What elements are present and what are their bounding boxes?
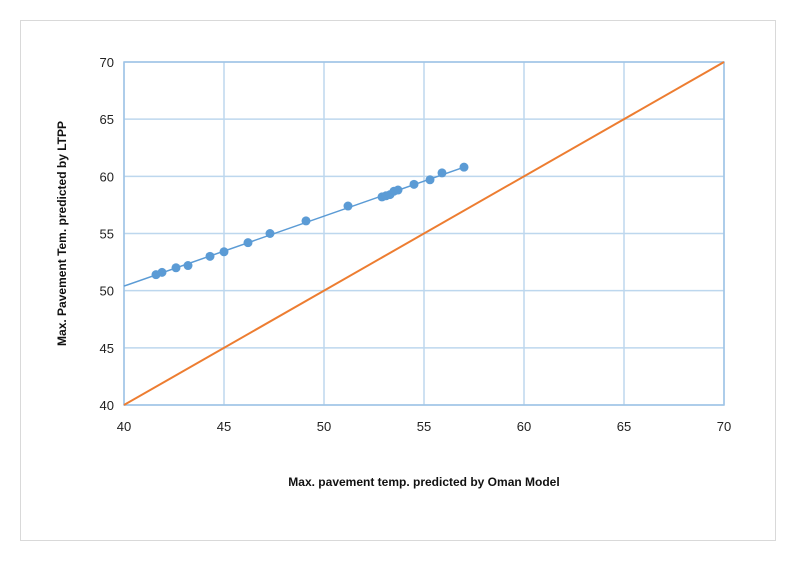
data-point xyxy=(243,238,253,248)
data-point xyxy=(425,175,435,185)
x-tick-label: 45 xyxy=(217,419,231,434)
data-point xyxy=(219,247,229,257)
data-point xyxy=(183,261,193,271)
data-point xyxy=(409,179,419,189)
y-tick-label: 50 xyxy=(100,284,114,299)
data-point xyxy=(171,263,181,273)
trend-line xyxy=(123,166,465,287)
data-point xyxy=(301,216,311,226)
data-point xyxy=(437,168,447,178)
x-tick-label: 40 xyxy=(117,419,131,434)
y-tick-label: 45 xyxy=(100,341,114,356)
data-point xyxy=(393,185,403,195)
y-axis-title: Max. Pavement Tem. predicted by LTPP xyxy=(55,121,69,346)
data-point xyxy=(265,229,275,238)
data-point xyxy=(343,201,353,211)
y-tick-label: 55 xyxy=(100,227,114,242)
x-tick-label: 60 xyxy=(517,419,531,434)
tick-labels: 40 45 50 55 60 65 70 40 45 50 55 60 65 70 xyxy=(100,55,732,434)
x-tick-label: 65 xyxy=(617,419,631,434)
x-tick-label: 70 xyxy=(717,419,731,434)
equality-line xyxy=(123,61,725,406)
y-tick-label: 40 xyxy=(100,398,114,413)
series-layer xyxy=(123,61,725,406)
x-tick-label: 50 xyxy=(317,419,331,434)
y-tick-label: 70 xyxy=(100,55,114,70)
data-point xyxy=(205,251,215,261)
y-tick-label: 65 xyxy=(100,112,114,127)
x-tick-label: 55 xyxy=(417,419,431,434)
plot-area-border xyxy=(123,61,725,406)
data-point xyxy=(459,162,469,172)
data-point xyxy=(157,267,167,277)
x-axis-title: Max. pavement temp. predicted by Oman Mo… xyxy=(288,475,559,489)
chart-frame xyxy=(20,20,776,541)
y-tick-label: 60 xyxy=(100,169,114,184)
